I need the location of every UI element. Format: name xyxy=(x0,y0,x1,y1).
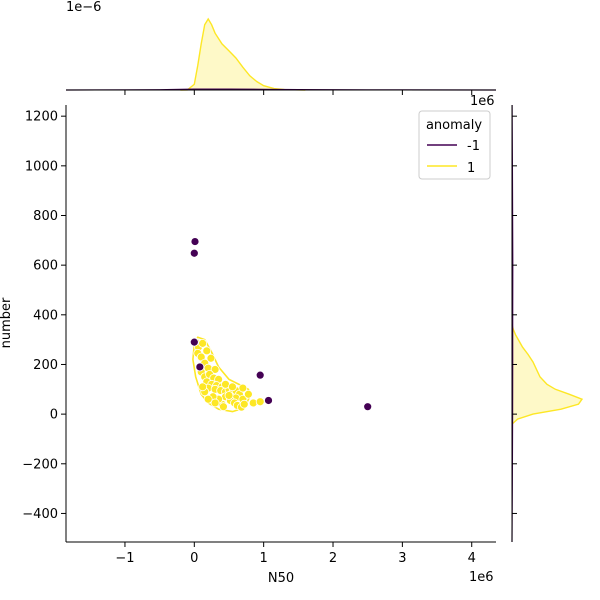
y-tick-label: 1000 xyxy=(25,159,58,174)
y-tick-label: 400 xyxy=(33,308,58,323)
right-density-line-1 xyxy=(511,324,584,425)
scatter-point-anomaly-1 xyxy=(198,338,208,348)
x-axis-label: N50 xyxy=(268,571,294,586)
scatter-point-anomaly-1 xyxy=(224,391,234,400)
scatter-point-anomaly-1 xyxy=(203,394,213,404)
scatter-point-anomaly-1 xyxy=(206,353,216,363)
scatter-point-anomaly-neg1 xyxy=(264,396,273,405)
scatter-point-anomaly-neg1 xyxy=(189,337,199,347)
scatter-point-anomaly-1 xyxy=(210,398,220,408)
legend-label-1: 1 xyxy=(467,161,475,176)
y-tick-label: 0 xyxy=(50,408,58,423)
x-tick-label: 3 xyxy=(398,551,406,566)
right-marginal: 1e6 xyxy=(470,94,584,543)
y-tick-label: 200 xyxy=(33,358,58,373)
top-density-fill-1 xyxy=(180,19,306,90)
top-marginal-offset-label: 1e−6 xyxy=(66,0,101,15)
x-axis-ticks: −1 0 1 2 3 4 xyxy=(115,542,476,566)
legend-title: anomaly xyxy=(426,118,482,133)
right-density-fill-1 xyxy=(512,324,582,425)
y-axis-label: number xyxy=(0,297,14,348)
scatter-point-anomaly-1 xyxy=(202,346,212,356)
scatter-point-anomaly-1 xyxy=(210,365,220,374)
y-tick-label: 600 xyxy=(33,259,58,274)
top-marginal-ticks xyxy=(124,90,473,95)
scatter-point-anomaly-1 xyxy=(219,402,228,412)
top-density-line-1 xyxy=(180,17,306,91)
scatter-point-anomaly-1 xyxy=(238,383,248,393)
scatter-point-anomaly-neg1 xyxy=(195,362,205,372)
x-tick-label: 0 xyxy=(190,551,198,566)
scatter-points xyxy=(189,237,373,412)
y-tick-label: 1200 xyxy=(25,110,58,125)
main-plot: −1 0 1 2 3 4 −400 −200 0 200 400 600 800 1000 1200 N5… xyxy=(0,105,496,586)
scatter-point-anomaly-1 xyxy=(244,389,253,399)
x-tick-label: 2 xyxy=(329,551,337,566)
top-marginal: 1e−6 xyxy=(65,0,497,95)
scatter-point-anomaly-1 xyxy=(198,382,208,392)
top-density-curves xyxy=(65,17,497,91)
y-tick-label: 800 xyxy=(33,209,58,224)
scatter-point-anomaly-neg1 xyxy=(189,248,199,258)
scatter-point-anomaly-1 xyxy=(228,382,237,392)
right-marginal-ticks xyxy=(512,115,517,514)
legend: anomaly -1 1 xyxy=(418,110,491,180)
right-density-curves xyxy=(511,104,584,543)
scatter-point-anomaly-1 xyxy=(239,399,249,409)
y-tick-label: −200 xyxy=(22,457,58,472)
x-axis-offset-label: 1e6 xyxy=(469,570,494,585)
x-tick-label: 1 xyxy=(260,551,268,566)
scatter-point-anomaly-neg1 xyxy=(190,237,200,246)
y-tick-label: −400 xyxy=(22,507,58,522)
scatter-point-anomaly-neg1 xyxy=(363,402,373,412)
x-tick-label: −1 xyxy=(115,551,134,566)
y-axis-ticks: −400 −200 0 200 400 600 800 1000 1200 xyxy=(22,110,66,522)
right-marginal-offset-label: 1e6 xyxy=(470,94,495,109)
scatter-point-anomaly-neg1 xyxy=(255,370,265,380)
x-tick-label: 4 xyxy=(468,551,476,566)
scatter-point-anomaly-1 xyxy=(255,397,265,407)
legend-label-neg1: -1 xyxy=(467,139,480,154)
